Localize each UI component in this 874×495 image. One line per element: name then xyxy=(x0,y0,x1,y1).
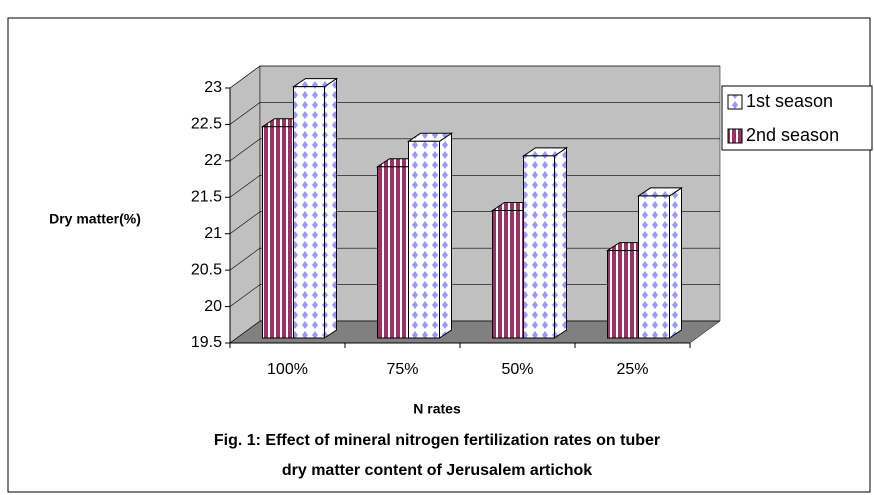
y-tick-label: 23 xyxy=(204,79,222,96)
bar-group xyxy=(406,132,454,339)
side-wall xyxy=(229,65,261,344)
legend-label: 2nd season xyxy=(746,125,839,145)
bar-group xyxy=(291,77,339,339)
legend-swatch xyxy=(727,128,743,144)
bar xyxy=(262,126,294,339)
bars xyxy=(260,77,684,339)
bar xyxy=(492,210,524,339)
y-tick-label: 20.5 xyxy=(191,261,222,278)
grid-line xyxy=(229,247,261,271)
chart-title: dry matter content of Jerusalem artichok xyxy=(282,462,592,479)
grid-line xyxy=(229,65,261,89)
legend-swatch xyxy=(727,94,743,110)
chart-title: Fig. 1: Effect of mineral nitrogen ferti… xyxy=(214,432,660,449)
bar-side xyxy=(439,132,452,339)
y-tick-label: 22 xyxy=(204,152,222,169)
bar xyxy=(408,140,440,339)
grid-line xyxy=(229,138,261,162)
grid-line xyxy=(229,211,261,234)
legend xyxy=(721,85,873,151)
bar-side xyxy=(554,146,567,339)
x-tick-label: 100% xyxy=(267,361,308,378)
y-tick-label: 21.5 xyxy=(191,189,222,206)
bar xyxy=(607,250,639,339)
x-tick-label: 75% xyxy=(386,361,418,378)
y-tick-label: 20 xyxy=(204,298,222,315)
x-tick-label: 25% xyxy=(616,361,648,378)
y-tick-label: 21 xyxy=(204,225,222,242)
bar xyxy=(377,166,409,339)
bar xyxy=(638,195,670,339)
x-axis-label: N rates xyxy=(413,401,461,417)
x-tick-label: 50% xyxy=(501,361,533,378)
grid-line xyxy=(229,320,261,344)
bar xyxy=(293,86,325,339)
grid-line xyxy=(229,175,261,198)
bar-group xyxy=(636,186,684,339)
y-tick-label: 22.5 xyxy=(191,116,222,133)
bar-group xyxy=(521,146,569,339)
bar-side xyxy=(324,77,337,339)
bar xyxy=(523,155,555,339)
grid-line xyxy=(229,102,261,125)
bar-side xyxy=(669,186,682,339)
y-axis-label: Dry matter(%) xyxy=(49,211,141,227)
y-tick-label: 19.5 xyxy=(191,334,222,351)
legend-label: 1st season xyxy=(746,91,833,111)
grid-line xyxy=(229,284,261,307)
